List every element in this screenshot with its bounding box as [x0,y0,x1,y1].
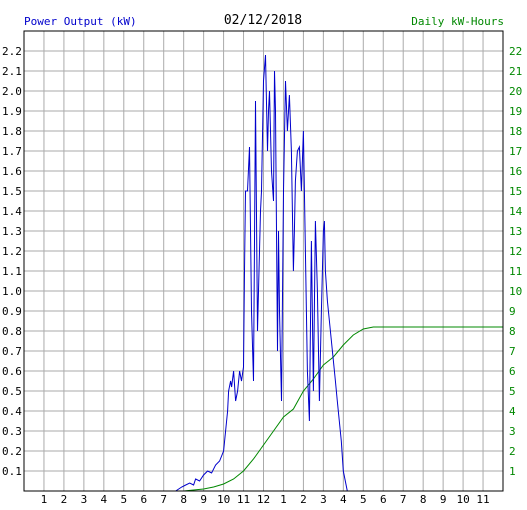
right-tick-label: 20 [509,85,522,98]
left-tick-label: 0.8 [2,325,22,338]
grid-lines [24,31,503,491]
x-tick-label: 1 [41,493,48,506]
left-tick-label: 0.5 [2,385,22,398]
right-tick-label: 17 [509,145,522,158]
series-line-daily-kwh [24,326,503,492]
left-tick-label: 0.1 [2,465,22,478]
right-tick-label: 4 [509,405,516,418]
x-tick-label: 12 [257,493,270,506]
x-tick-label: 11 [476,493,489,506]
left-tick-label: 2.2 [2,45,22,58]
chart-title: 02/12/2018 [224,13,302,28]
right-tick-label: 10 [509,285,522,298]
x-tick-label: 5 [360,493,367,506]
right-tick-label: 8 [509,325,516,338]
right-tick-label: 16 [509,165,522,178]
x-tick-label: 9 [200,493,207,506]
x-tick-label: 10 [217,493,230,506]
left-tick-label: 2.0 [2,85,22,98]
x-tick-label: 8 [420,493,427,506]
right-tick-label: 14 [509,205,523,218]
left-tick-label: 1.3 [2,225,22,238]
right-tick-label: 6 [509,365,516,378]
x-tick-label: 4 [101,493,108,506]
right-tick-label: 3 [509,425,516,438]
right-tick-label: 1 [509,465,516,478]
x-tick-label: 2 [61,493,68,506]
right-tick-label: 9 [509,305,516,318]
left-axis-ticks: 0.1 0.2 0.3 0.4 0.5 0.6 0.7 0.8 0.9 1.0 1.1 1.2 1.3 1… [2,45,22,478]
left-tick-label: 1.5 [2,185,22,198]
x-tick-label: 9 [440,493,447,506]
right-tick-label: 21 [509,65,522,78]
left-tick-label: 1.0 [2,285,22,298]
left-tick-label: 1.8 [2,125,22,138]
left-tick-label: 1.9 [2,105,22,118]
left-tick-label: 0.6 [2,365,22,378]
left-tick-label: 2.1 [2,65,22,78]
left-tick-label: 1.6 [2,165,22,178]
right-axis-label: Daily kW-Hours [411,15,504,28]
x-tick-label: 7 [400,493,407,506]
x-tick-label: 7 [160,493,167,506]
x-axis-ticks: 1 2 3 4 5 6 7 8 9 10 11 12 1 2 3 4 5 6 7 8 9 10 11 [41,493,490,506]
x-tick-label: 6 [380,493,387,506]
x-tick-label: 6 [140,493,147,506]
x-tick-label: 2 [300,493,307,506]
left-tick-label: 1.2 [2,245,22,258]
left-tick-label: 0.4 [2,405,22,418]
x-tick-label: 5 [120,493,127,506]
left-tick-label: 0.2 [2,445,22,458]
x-tick-label: 4 [340,493,347,506]
right-tick-label: 18 [509,125,522,138]
left-tick-label: 1.7 [2,145,22,158]
x-tick-label: 8 [180,493,187,506]
series-line-power-output [175,54,380,492]
right-tick-label: 19 [509,105,522,118]
right-tick-label: 22 [509,45,522,58]
x-tick-label: 1 [280,493,287,506]
left-tick-label: 0.3 [2,425,22,438]
right-tick-label: 7 [509,345,516,358]
right-tick-label: 12 [509,245,522,258]
right-tick-label: 15 [509,185,522,198]
x-tick-label: 10 [456,493,469,506]
left-tick-label: 1.4 [2,205,22,218]
right-tick-label: 13 [509,225,522,238]
right-tick-label: 11 [509,265,522,278]
plot-frame [23,30,504,492]
x-tick-label: 3 [81,493,88,506]
right-tick-label: 2 [509,445,516,458]
x-tick-label: 11 [237,493,250,506]
left-tick-label: 0.9 [2,305,22,318]
left-tick-label: 1.1 [2,265,22,278]
x-tick-label: 3 [320,493,327,506]
left-tick-label: 0.7 [2,345,22,358]
right-tick-label: 5 [509,385,516,398]
left-axis-label: Power Output (kW) [24,15,137,28]
